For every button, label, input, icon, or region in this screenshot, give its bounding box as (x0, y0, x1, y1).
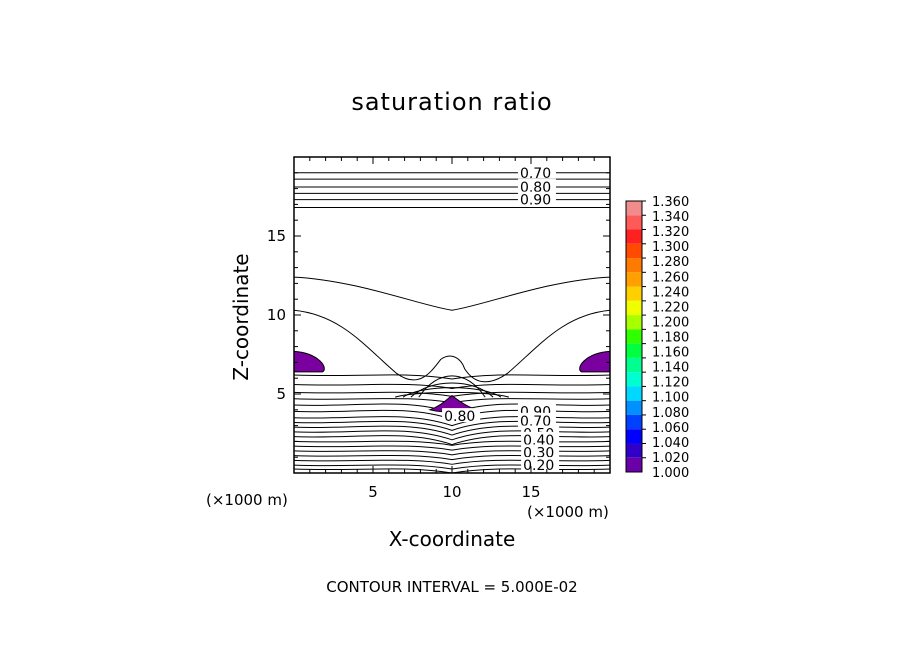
contour-label: 0.70 (520, 166, 551, 182)
colorbar-swatch (626, 429, 642, 444)
colorbar-swatch (626, 201, 642, 216)
x-unit-label: (×1000 m) (206, 491, 288, 509)
contour-interval-note: CONTOUR INTERVAL = 5.000E-02 (326, 578, 578, 596)
y-tick-label: 10 (267, 306, 286, 324)
contour-label-bg (517, 164, 556, 179)
contour-line-arch (293, 276, 611, 311)
colorbar-swatch (626, 243, 642, 259)
colorbar-swatch (626, 386, 642, 401)
chart-title: saturation ratio (351, 88, 553, 116)
colorbar-swatch (626, 215, 642, 230)
contour-label: 0.20 (523, 458, 554, 474)
contour-line-lower (293, 454, 611, 461)
shaded-region-left (293, 350, 325, 373)
y-tick-label: 5 (276, 385, 286, 403)
colorbar-swatch (626, 457, 642, 472)
colorbar-label: 1.040 (652, 436, 689, 451)
colorbar-swatch (626, 343, 642, 358)
colorbar-label: 1.100 (652, 391, 689, 406)
colorbar-swatch (626, 443, 642, 458)
contour-label-bg (517, 191, 556, 206)
colorbar-label: 1.180 (652, 331, 689, 346)
colorbar-swatch (626, 414, 642, 430)
contour-line-lower (293, 445, 611, 451)
colorbar-label: 1.320 (652, 225, 689, 240)
contour-line-lower (293, 450, 611, 456)
x-axis-label: X-coordinate (388, 527, 516, 551)
y-tick-label: 15 (267, 227, 286, 245)
colorbar-label: 1.160 (652, 346, 689, 361)
contour-line-lower (293, 374, 611, 380)
colorbar-frame (625, 200, 643, 473)
colorbar-label: 1.120 (652, 376, 689, 391)
colorbar-swatch (626, 272, 642, 287)
colorbar-swatch (626, 400, 642, 415)
colorbar-label: 1.240 (652, 285, 689, 300)
colorbar-label: 1.360 (652, 195, 689, 210)
contour-line-lower (293, 459, 611, 465)
colorbar-label: 1.060 (652, 421, 689, 436)
contour-label: 0.80 (444, 409, 475, 425)
colorbar-swatch (626, 357, 642, 373)
colorbar-label: 1.000 (652, 466, 689, 481)
colorbar-label: 1.280 (652, 255, 689, 270)
colorbar-label: 1.340 (652, 210, 689, 225)
y-axis-label: Z-coordinate (229, 253, 253, 380)
colorbar-swatch (626, 286, 642, 301)
contour-line-dome-inner (394, 391, 510, 398)
y-unit-label: (×1000 m) (527, 503, 609, 521)
shaded-region-right (579, 350, 611, 373)
colorbar-label: 1.200 (652, 315, 689, 330)
colorbar-swatch (626, 258, 642, 273)
colorbar-swatch (626, 229, 642, 244)
colorbar-label: 1.300 (652, 240, 689, 255)
colorbar-label: 1.220 (652, 300, 689, 315)
colorbar-swatch (626, 300, 642, 316)
contour-label-bg (517, 412, 556, 427)
contour-label-bg (521, 444, 560, 459)
x-tick-label: 5 (368, 483, 378, 501)
x-tick-label: 15 (521, 483, 540, 501)
colorbar-label: 1.080 (652, 406, 689, 421)
contour-label-bg (517, 179, 556, 194)
contour-line-dome-inner (402, 387, 502, 398)
colorbar-label: 1.020 (652, 451, 689, 466)
colorbar-swatch (626, 329, 642, 344)
contour-line-lower (293, 383, 611, 389)
colorbar-swatch (626, 315, 642, 330)
colorbar-label: 1.140 (652, 361, 689, 376)
colorbar-swatch (626, 372, 642, 387)
x-tick-label: 10 (442, 483, 461, 501)
contour-label: 0.90 (520, 193, 551, 209)
contour-line-dome-inner (410, 382, 494, 398)
contour-label-bg (442, 408, 481, 423)
contour-label-bg (521, 431, 560, 446)
colorbar-label: 1.260 (652, 270, 689, 285)
contour-line-dome (293, 309, 611, 383)
